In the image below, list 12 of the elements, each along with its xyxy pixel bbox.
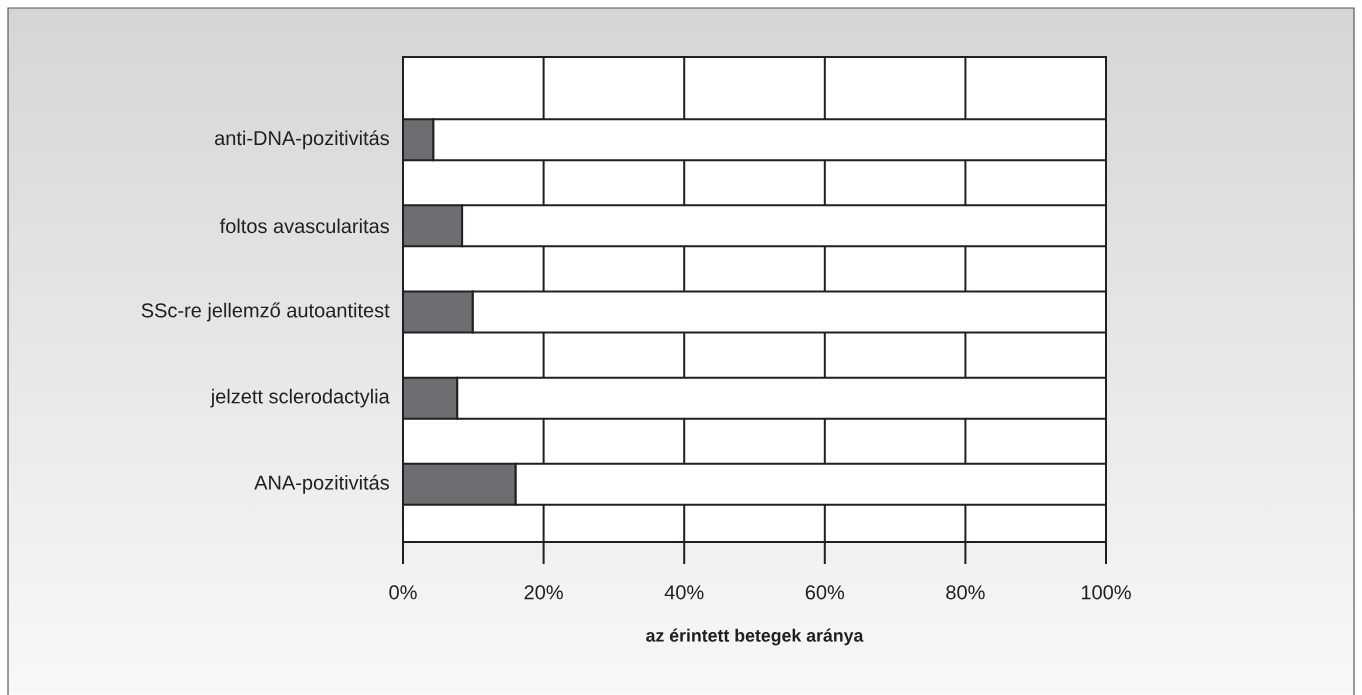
y-tick-label: SSc-re jellemző autoantitest [141, 302, 390, 322]
x-tick-label: 40% [664, 585, 704, 600]
x-axis-title: az érintett betegek aránya [646, 628, 864, 646]
y-tick-label: jelzett sclerodactylia [210, 388, 390, 408]
y-tick-label: ANA-pozitivitás [254, 474, 389, 494]
y-tick-label: foltos avascularitas [219, 218, 389, 234]
x-tick-label: 100% [1081, 585, 1131, 600]
x-tick-label: 60% [805, 585, 845, 600]
x-tick-label: 80% [946, 585, 985, 600]
x-tick-label: 0% [389, 585, 417, 600]
x-tick-label: 20% [524, 585, 563, 600]
y-tick-label: anti-DNA-pozitivitás [215, 130, 389, 150]
